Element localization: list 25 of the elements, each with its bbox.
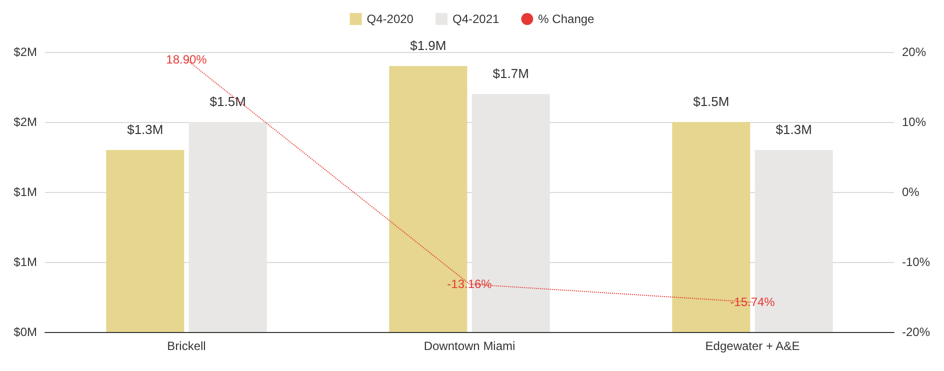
y2-tick-label: -20% <box>902 325 930 339</box>
data-label: $1.3M <box>776 122 812 137</box>
legend-label: Q4-2021 <box>452 12 500 26</box>
y2-tick-label: 10% <box>902 115 926 129</box>
x-tick-label: Brickell <box>167 339 206 353</box>
x-tick-label: Downtown Miami <box>424 339 516 353</box>
data-label: -15.74% <box>730 295 776 310</box>
data-label: 18.90% <box>166 52 208 67</box>
data-label: $1.5M <box>693 94 730 109</box>
y-tick-label: $1M <box>14 185 38 199</box>
y2-tick-label: -10% <box>902 255 930 269</box>
x-tick-label: Edgewater + A&E <box>705 339 800 353</box>
data-label: $1.7M <box>492 66 529 81</box>
y2-tick-label: 20% <box>902 45 926 59</box>
y-tick-label: $2M <box>14 115 38 129</box>
legend-label: % Change <box>538 12 595 26</box>
data-label: $1.3M <box>127 122 164 137</box>
legend-label: Q4-2020 <box>366 12 414 26</box>
bar <box>106 150 184 332</box>
y-tick-label: $0M <box>14 325 38 339</box>
y-tick-label: $2M <box>14 45 38 59</box>
data-label: $1.9M <box>410 38 446 53</box>
y2-tick-label: 0% <box>902 185 920 199</box>
bar <box>188 122 267 332</box>
y-tick-label: $1M <box>14 255 38 269</box>
